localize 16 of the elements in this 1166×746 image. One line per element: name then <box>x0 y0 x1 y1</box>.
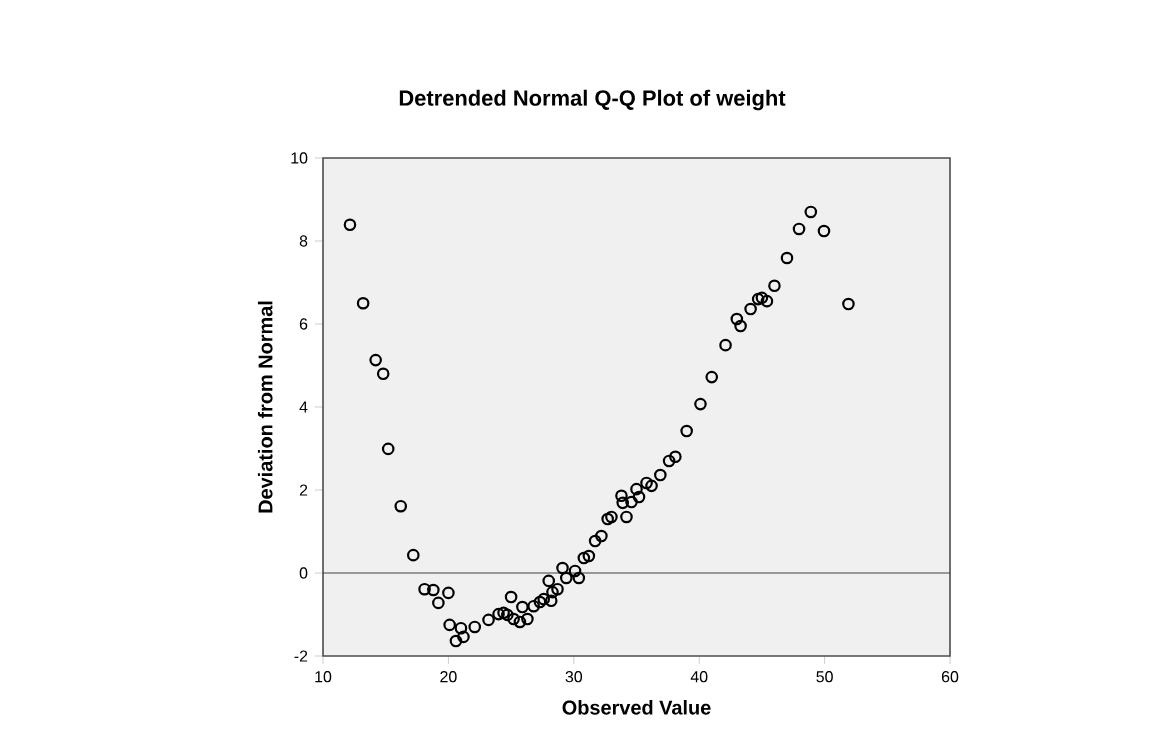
x-tick-label: 10 <box>315 671 332 683</box>
y-tick-label: -2 <box>294 650 308 662</box>
y-tick-label: 4 <box>299 401 308 413</box>
x-axis-title: Observed Value <box>562 700 711 715</box>
chart-title: Detrended Normal Q-Q Plot of weight <box>399 89 786 111</box>
y-tick-label: 2 <box>299 484 308 496</box>
y-tick-label: 8 <box>299 235 308 247</box>
x-tick-label: 40 <box>690 671 708 683</box>
y-tick-label: 10 <box>291 152 308 164</box>
y-tick-label: 6 <box>299 318 308 330</box>
x-tick-label: 60 <box>941 671 959 683</box>
x-tick-label: 30 <box>565 671 583 683</box>
x-tick-label: 20 <box>440 671 457 683</box>
y-axis-title: Deviation from Normal <box>257 301 273 513</box>
x-tick-label: 50 <box>816 671 833 683</box>
y-tick-label: 0 <box>299 567 308 579</box>
